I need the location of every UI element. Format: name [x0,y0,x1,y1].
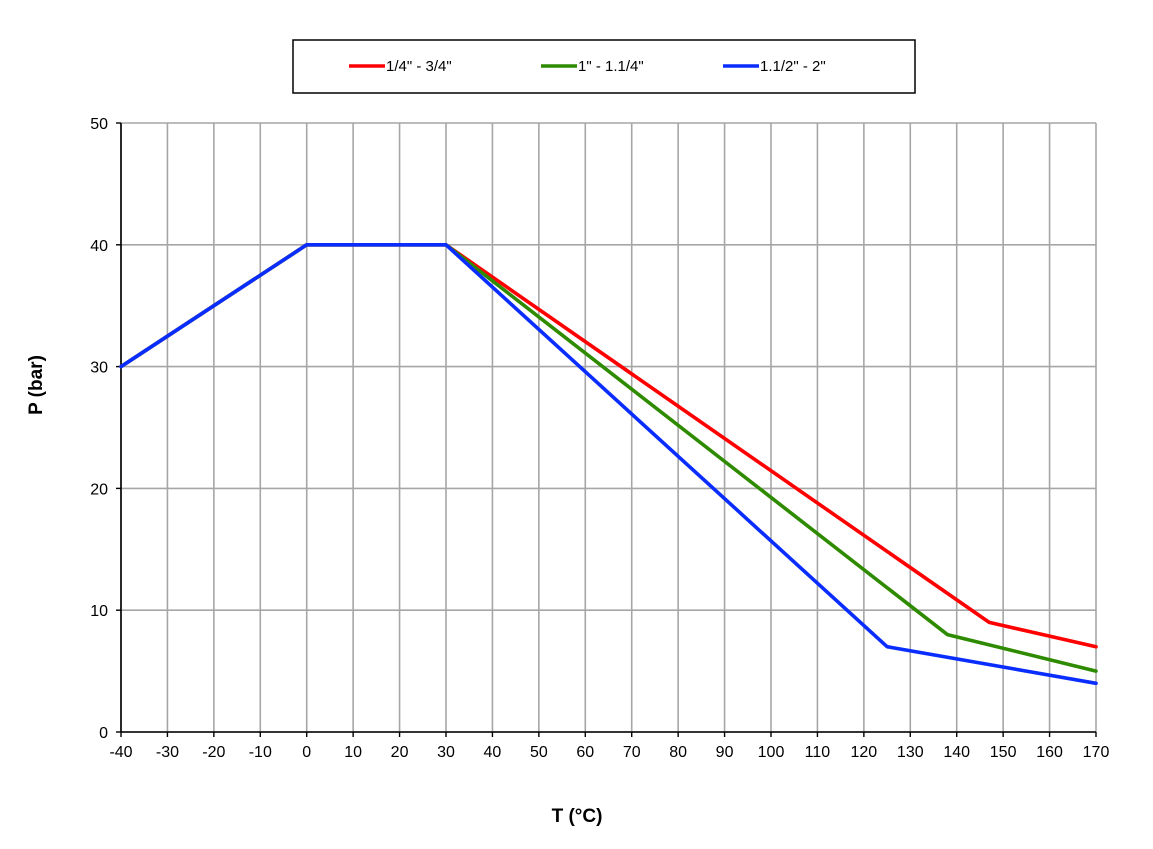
x-tick-label: 110 [805,744,831,761]
x-tick-label: 50 [530,744,548,761]
x-axis-tick-labels: -40 -30 -20 -10 0 10 20 30 40 50 60 70 80 90 100 110 120… [109,744,1109,761]
x-tick-label: -20 [202,744,225,761]
x-tick-label: 60 [576,744,594,761]
plot-frame [116,122,1097,737]
x-tick-label: 170 [1083,744,1110,761]
x-tick-label: 30 [437,744,455,761]
legend: 1/4" - 3/4" 1" - 1.1/4" 1.1/2" - 2" [292,39,916,94]
x-tick-label: 10 [344,744,362,761]
x-tick-label: 120 [851,744,878,761]
y-tick-label: 30 [90,360,108,377]
legend-label-1: 1/4" - 3/4" [386,58,452,75]
x-tick-label: 130 [897,744,924,761]
y-axis-tick-labels: 0 10 20 30 40 50 [90,116,108,742]
legend-label-3: 1.1/2" - 2" [760,58,826,75]
x-tick-label: 70 [623,744,641,761]
x-tick-label: 80 [669,744,687,761]
grid-lines [120,122,1097,733]
x-tick-label: 40 [484,744,502,761]
x-tick-label: -10 [249,744,272,761]
x-tick-label: 0 [302,744,311,761]
series-line-1 [119,243,1098,649]
series-line-2 [119,243,1098,673]
x-tick-label: 140 [943,744,970,761]
x-tick-label: -30 [156,744,179,761]
y-tick-label: 40 [90,238,108,255]
y-tick-label: 20 [90,481,108,498]
legend-label-2: 1" - 1.1/4" [578,58,644,75]
legend-box [292,39,916,94]
y-tick-label: 50 [90,116,108,133]
y-axis-title: P (bar) [26,355,47,415]
y-tick-label: 0 [99,725,108,742]
x-axis-title: T (°C) [552,806,603,827]
series-line-3 [119,243,1098,686]
y-tick-label: 10 [90,603,108,620]
x-tick-label: 90 [716,744,734,761]
x-tick-label: 100 [758,744,785,761]
x-tick-label: 160 [1036,744,1063,761]
x-tick-label: 20 [391,744,409,761]
series-lines [119,243,1098,686]
x-tick-label: -40 [109,744,132,761]
x-tick-label: 150 [990,744,1017,761]
